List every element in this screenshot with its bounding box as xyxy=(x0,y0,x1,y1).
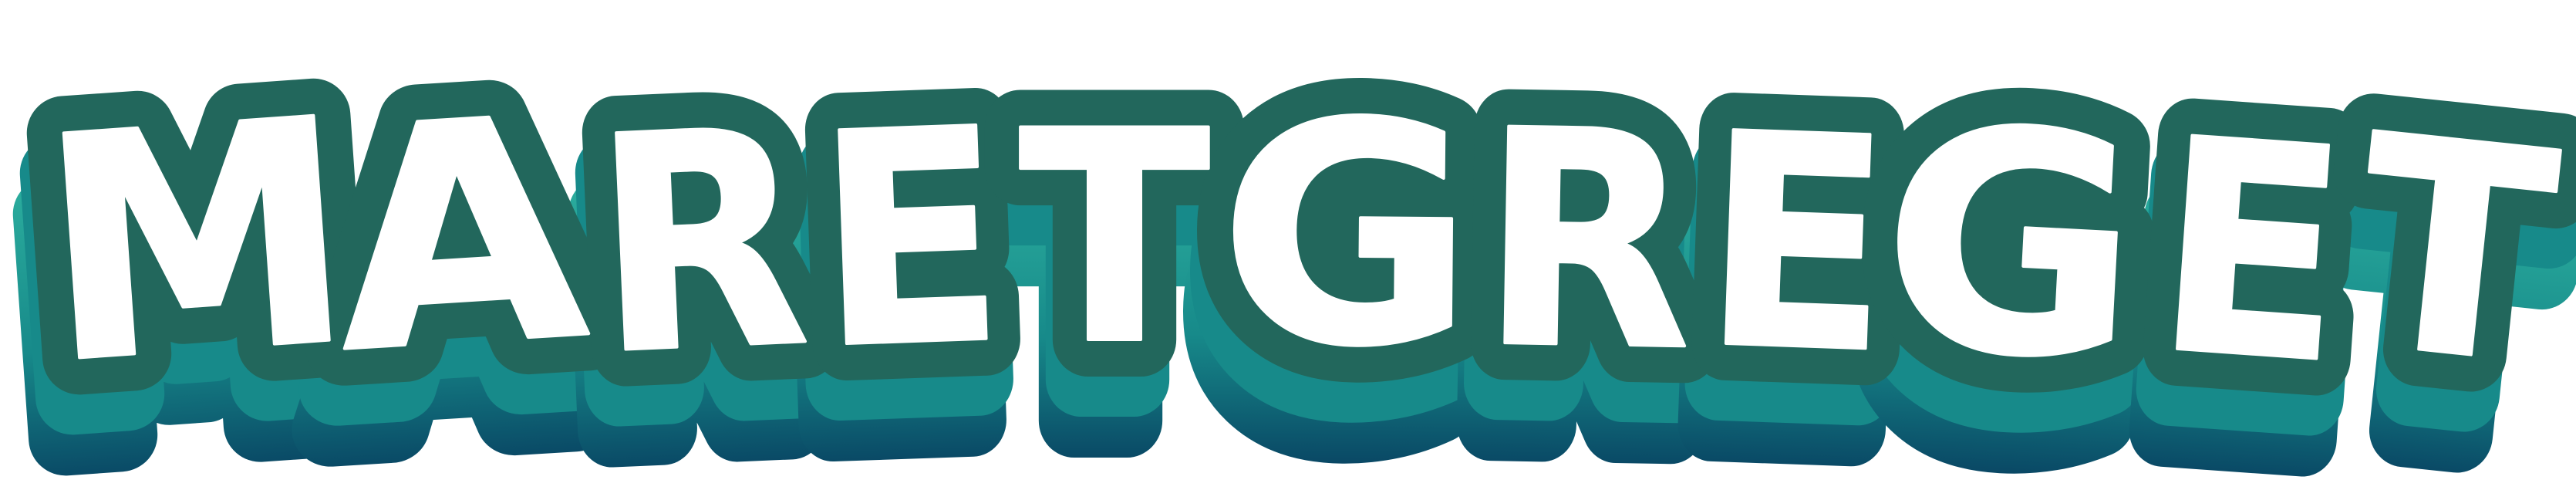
logo-letter-extrusion: E xyxy=(2134,157,2342,490)
logo-letter-face: T xyxy=(1019,69,1211,409)
logo-letter-face: G xyxy=(1218,58,1476,414)
logo-letter-outline: G xyxy=(1874,63,2147,430)
logo-letter-extrusion: T xyxy=(1005,150,1197,490)
logo-letter-face: A xyxy=(325,51,597,421)
logo-letter-face: E xyxy=(2148,76,2355,430)
logo-letter-extrusion: E xyxy=(1692,111,1888,458)
logo-letter-face: R xyxy=(1479,68,1695,417)
logo-letter-extrusion: G xyxy=(1867,103,2140,470)
logo-letter-face: R xyxy=(588,66,814,421)
logo-letter-face: E xyxy=(1699,71,1895,418)
logo-letter-outline: R xyxy=(1479,68,1695,417)
logo-letter-extrusion: G xyxy=(1211,98,1469,455)
logo-letter-extrusion: A xyxy=(312,132,583,490)
logo-letter-extrusion: R xyxy=(582,106,807,461)
logo-letter-extrusion: G xyxy=(1860,144,2133,490)
logo-letter-outline: R xyxy=(588,66,814,421)
logo-letter-extrusion: R xyxy=(575,147,800,490)
logo-letter-extrusion: M xyxy=(18,134,349,490)
logo-letter-face: E xyxy=(812,66,1008,414)
logo-letter-extrusion: M xyxy=(25,93,356,473)
logo-letter-face: T xyxy=(2343,73,2570,431)
logo-letter-outline: T xyxy=(1019,69,1211,409)
logo-letter-extrusion: R xyxy=(1465,149,1681,490)
logo-letter-face: M xyxy=(32,53,363,433)
logo-letter-extrusion: T xyxy=(1012,110,1204,449)
logo-letter-extrusion: R xyxy=(1472,108,1688,457)
logo-letter-face: G xyxy=(1874,63,2147,430)
logo-letter-extrusion: G xyxy=(1204,139,1462,490)
logo-letter-outline: G xyxy=(1218,58,1476,414)
logo-letter-outline: M xyxy=(32,53,363,433)
